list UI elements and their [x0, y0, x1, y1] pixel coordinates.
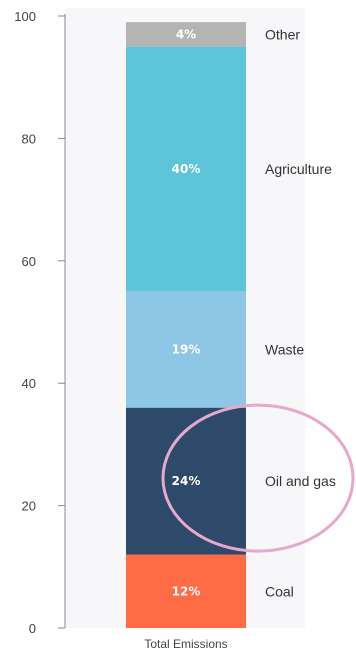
bar-segments [126, 22, 246, 628]
segment-name-label: Oil and gas [265, 473, 336, 489]
segment-value-label: 19% [172, 343, 201, 357]
x-category-label: Total Emissions [144, 637, 227, 651]
y-axis-ticks: 0 20 40 60 80 100 [14, 9, 65, 636]
segment-name-label: Waste [265, 342, 304, 358]
bar-segment [126, 46, 246, 292]
y-tick-label: 40 [22, 376, 36, 391]
segment-name-label: Agriculture [265, 161, 332, 177]
segment-name-label: Other [265, 26, 300, 42]
segment-value-label: 12% [172, 584, 201, 598]
segment-value-labels: 12% 24% 19% 40% 4% [172, 27, 201, 598]
y-tick-label: 100 [14, 9, 36, 24]
segment-value-label: 4% [176, 27, 196, 41]
segment-name-labels: Coal Oil and gas Waste Agriculture Other [265, 26, 336, 599]
segment-value-label: 40% [172, 162, 201, 176]
bar-segment [126, 22, 246, 47]
y-tick-label: 60 [22, 254, 36, 269]
bar-segment [126, 291, 246, 408]
y-tick-label: 80 [22, 131, 36, 146]
y-tick-label: 0 [29, 621, 36, 636]
segment-value-label: 24% [172, 474, 201, 488]
segment-name-label: Coal [265, 583, 294, 599]
y-tick-label: 20 [22, 499, 36, 514]
highlight-ellipse [161, 403, 355, 553]
bar-segment [126, 554, 246, 628]
